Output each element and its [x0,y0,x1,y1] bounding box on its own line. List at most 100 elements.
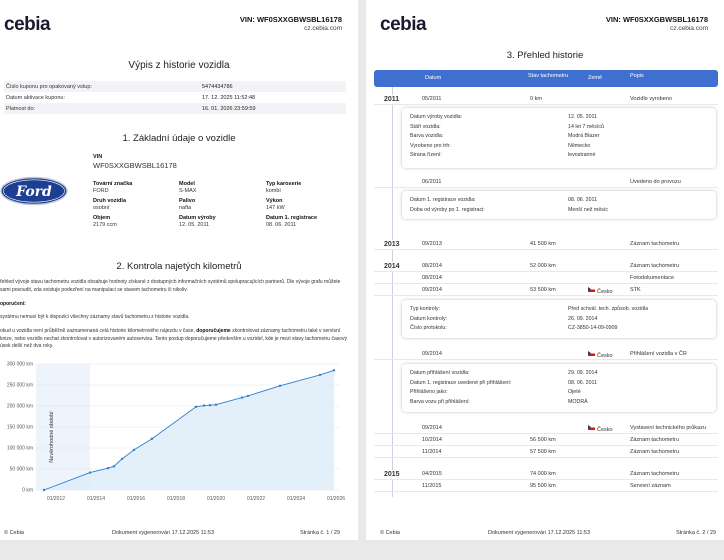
spec-item: Datum 1. registrace 08. 06. 2011 [266,215,317,229]
history-row: 09/2014 Česko Přihlášení vozidla v ČR [374,349,718,360]
history-description: Vystavení technického průkazu [630,425,706,431]
col-header-description: Popis [630,73,644,79]
spec-label: Tovární značka [93,181,133,187]
coupon-row: Datum aktivace kuponu: 17. 12. 2025 11:52… [4,92,346,103]
history-country: Česko [588,351,613,359]
ford-logo-text: Ford [15,184,52,200]
odometer-point [278,384,282,388]
vin-header: VIN: WF0SXXGBWSBL16178 cz.cebia.com [606,15,708,32]
report-page-1: cebia VIN: WF0SXXGBWSBL16178 cz.cebia.co… [0,0,358,540]
odometer-point [208,403,212,407]
detail-value: 29. 09. 2014 [568,370,598,376]
history-row: 05/2011 0 km Vozidlo vyrobeno [374,94,718,105]
timeline-year: 2014 [384,262,400,271]
history-detail-card: Datum výroby vozidla: 12. 05. 2011 Stáří v… [402,108,716,168]
detail-row: Typ kontroly: Před schvál. tech. způsob. … [410,306,648,312]
history-date: 08/2014 [422,263,442,269]
odometer-point [150,437,154,440]
history-date: 10/2014 [422,437,442,443]
spec-value: S-MAX [179,188,197,194]
detail-label: Stáří vozidla: [410,123,441,130]
spec-value: osobní [93,205,110,211]
history-date: 04/2015 [422,471,442,477]
history-country: Česko [588,425,613,433]
history-date: 09/2013 [422,241,442,247]
detail-value: Před schvál. tech. způsob. vozidla [568,306,649,312]
history-country: Česko [588,287,613,295]
detail-value: Modrá Blazer [568,133,600,139]
vin-header: VIN: WF0SXXGBWSBL16178 cz.cebia.com [240,15,342,32]
spec-item: Typ karoserie kombi [266,181,301,195]
detail-row: Datum 1. registrace uvedené při přihláše… [410,379,597,386]
x-tick-label: 01/2022 [247,496,265,502]
history-description: Vozidlo vyrobeno [630,96,672,102]
odometer-point [112,465,116,468]
cebia-logo: cebia [380,14,427,35]
detail-label: Datum přihlášení vozidla: [410,370,470,376]
history-row: 04/2015 74 000 km Záznam tachometru [374,469,718,480]
spec-label: Model [179,181,195,187]
timeline-year: 2013 [384,240,400,249]
odometer-chart: 0 km 50 000 km 100 000 km 150 000 km 200 000… [7,362,345,503]
history-odometer: 74 000 km [530,471,556,477]
timeline-year: 2011 [384,95,400,104]
footer-center: Dokument vygenerován 17.12.2025 11:53 [112,530,215,536]
detail-label: Datum 1. registrace vozidla: [410,197,476,203]
site-link[interactable]: cz.cebia.com [304,25,342,32]
detail-label: Vyrobeno pro trh: [410,142,451,149]
czech-flag-icon [588,287,595,292]
history-date: 11/2015 [422,483,442,489]
history-row: 10/2014 56 500 km Záznam tachometru [374,435,718,446]
history-row: 09/2014 53 500 km Česko STK [374,285,718,296]
recommendation-text-a: okud u vozidla není průběžně zaznamenaná… [0,328,197,334]
timeline-year: 2015 [384,470,400,479]
x-tick-label: 01/2026 [327,496,345,502]
spec-value: 147 kW [266,205,285,211]
detail-label: Datum výroby vozidla: [410,114,463,120]
coupon-value: 5474434786 [202,83,233,90]
note-paragraph: systému nemusí být k dispozici všechny z… [0,314,190,320]
history-row: 11/2015 95 500 km Servisní záznam [374,481,718,492]
footer-center: Dokument vygenerován 17.12.2025 11:53 [488,530,591,536]
detail-value: Ojeté [568,389,581,395]
detail-row: Barva vozidla: Modrá Blazer [410,133,600,139]
odometer-line [43,369,335,491]
x-tick-label: 01/2016 [127,496,145,502]
timeline-line [392,87,393,497]
history-country-label: Česko [597,427,613,433]
odometer-point [318,373,322,377]
site-link[interactable]: cz.cebia.com [670,25,708,32]
history-description: Fotodokumentace [630,275,675,281]
history-row: 09/2014 Česko Vystavení technického průkaz… [374,423,718,434]
spec-item: Model S-MAX [179,181,196,195]
detail-label: Datum 1. registrace uvedené při přihláše… [410,379,512,386]
coupon-row: Číslo kuponu pro opakovaný vstup: 5474434… [4,81,346,92]
x-tick-label: 01/2018 [167,496,185,502]
detail-value: 08. 06. 2011 [568,197,598,203]
y-tick-label: 50 000 km [10,467,33,473]
history-detail-card: Datum přihlášení vozidla: 29. 09. 2014 Dat… [402,364,716,412]
history-table-header: Datum Stav tachometru Země Popis [374,70,718,87]
detail-row: Datum kontroly: 26. 09. 2014 [410,316,597,322]
odometer-point [332,369,336,372]
history-row: 08/2014 Fotodokumentace [374,273,718,284]
history-date: 11/2014 [422,449,442,455]
odometer-point [120,457,124,461]
y-tick-label: 0 km [22,488,33,494]
history-row: 08/2014 52 000 km Záznam tachometru [374,261,718,272]
history-odometer: 52 000 km [530,263,556,269]
unreliable-period-label: Nevěrohodné období [49,411,55,463]
history-description: Záznam tachometru [630,471,679,477]
spec-value: 2179 ccm [93,222,117,228]
spec-item: Datum výroby 12. 05. 2011 [179,215,216,229]
ford-logo: Ford [0,176,68,206]
coupon-value: 17. 12. 2025 11:52:48 [202,94,256,101]
spec-item: Tovární značka FORD [93,181,132,195]
history-detail-card: Datum 1. registrace vozidla: 08. 06. 2011… [402,191,716,219]
detail-row: Přihlášeno jako: Ojeté [410,389,581,395]
history-odometer: 95 500 km [530,483,556,489]
spec-value: nafta [179,205,192,211]
spec-label: Objem [93,215,111,221]
history-description: Záznam tachometru [630,263,679,269]
odometer-point [240,396,244,399]
